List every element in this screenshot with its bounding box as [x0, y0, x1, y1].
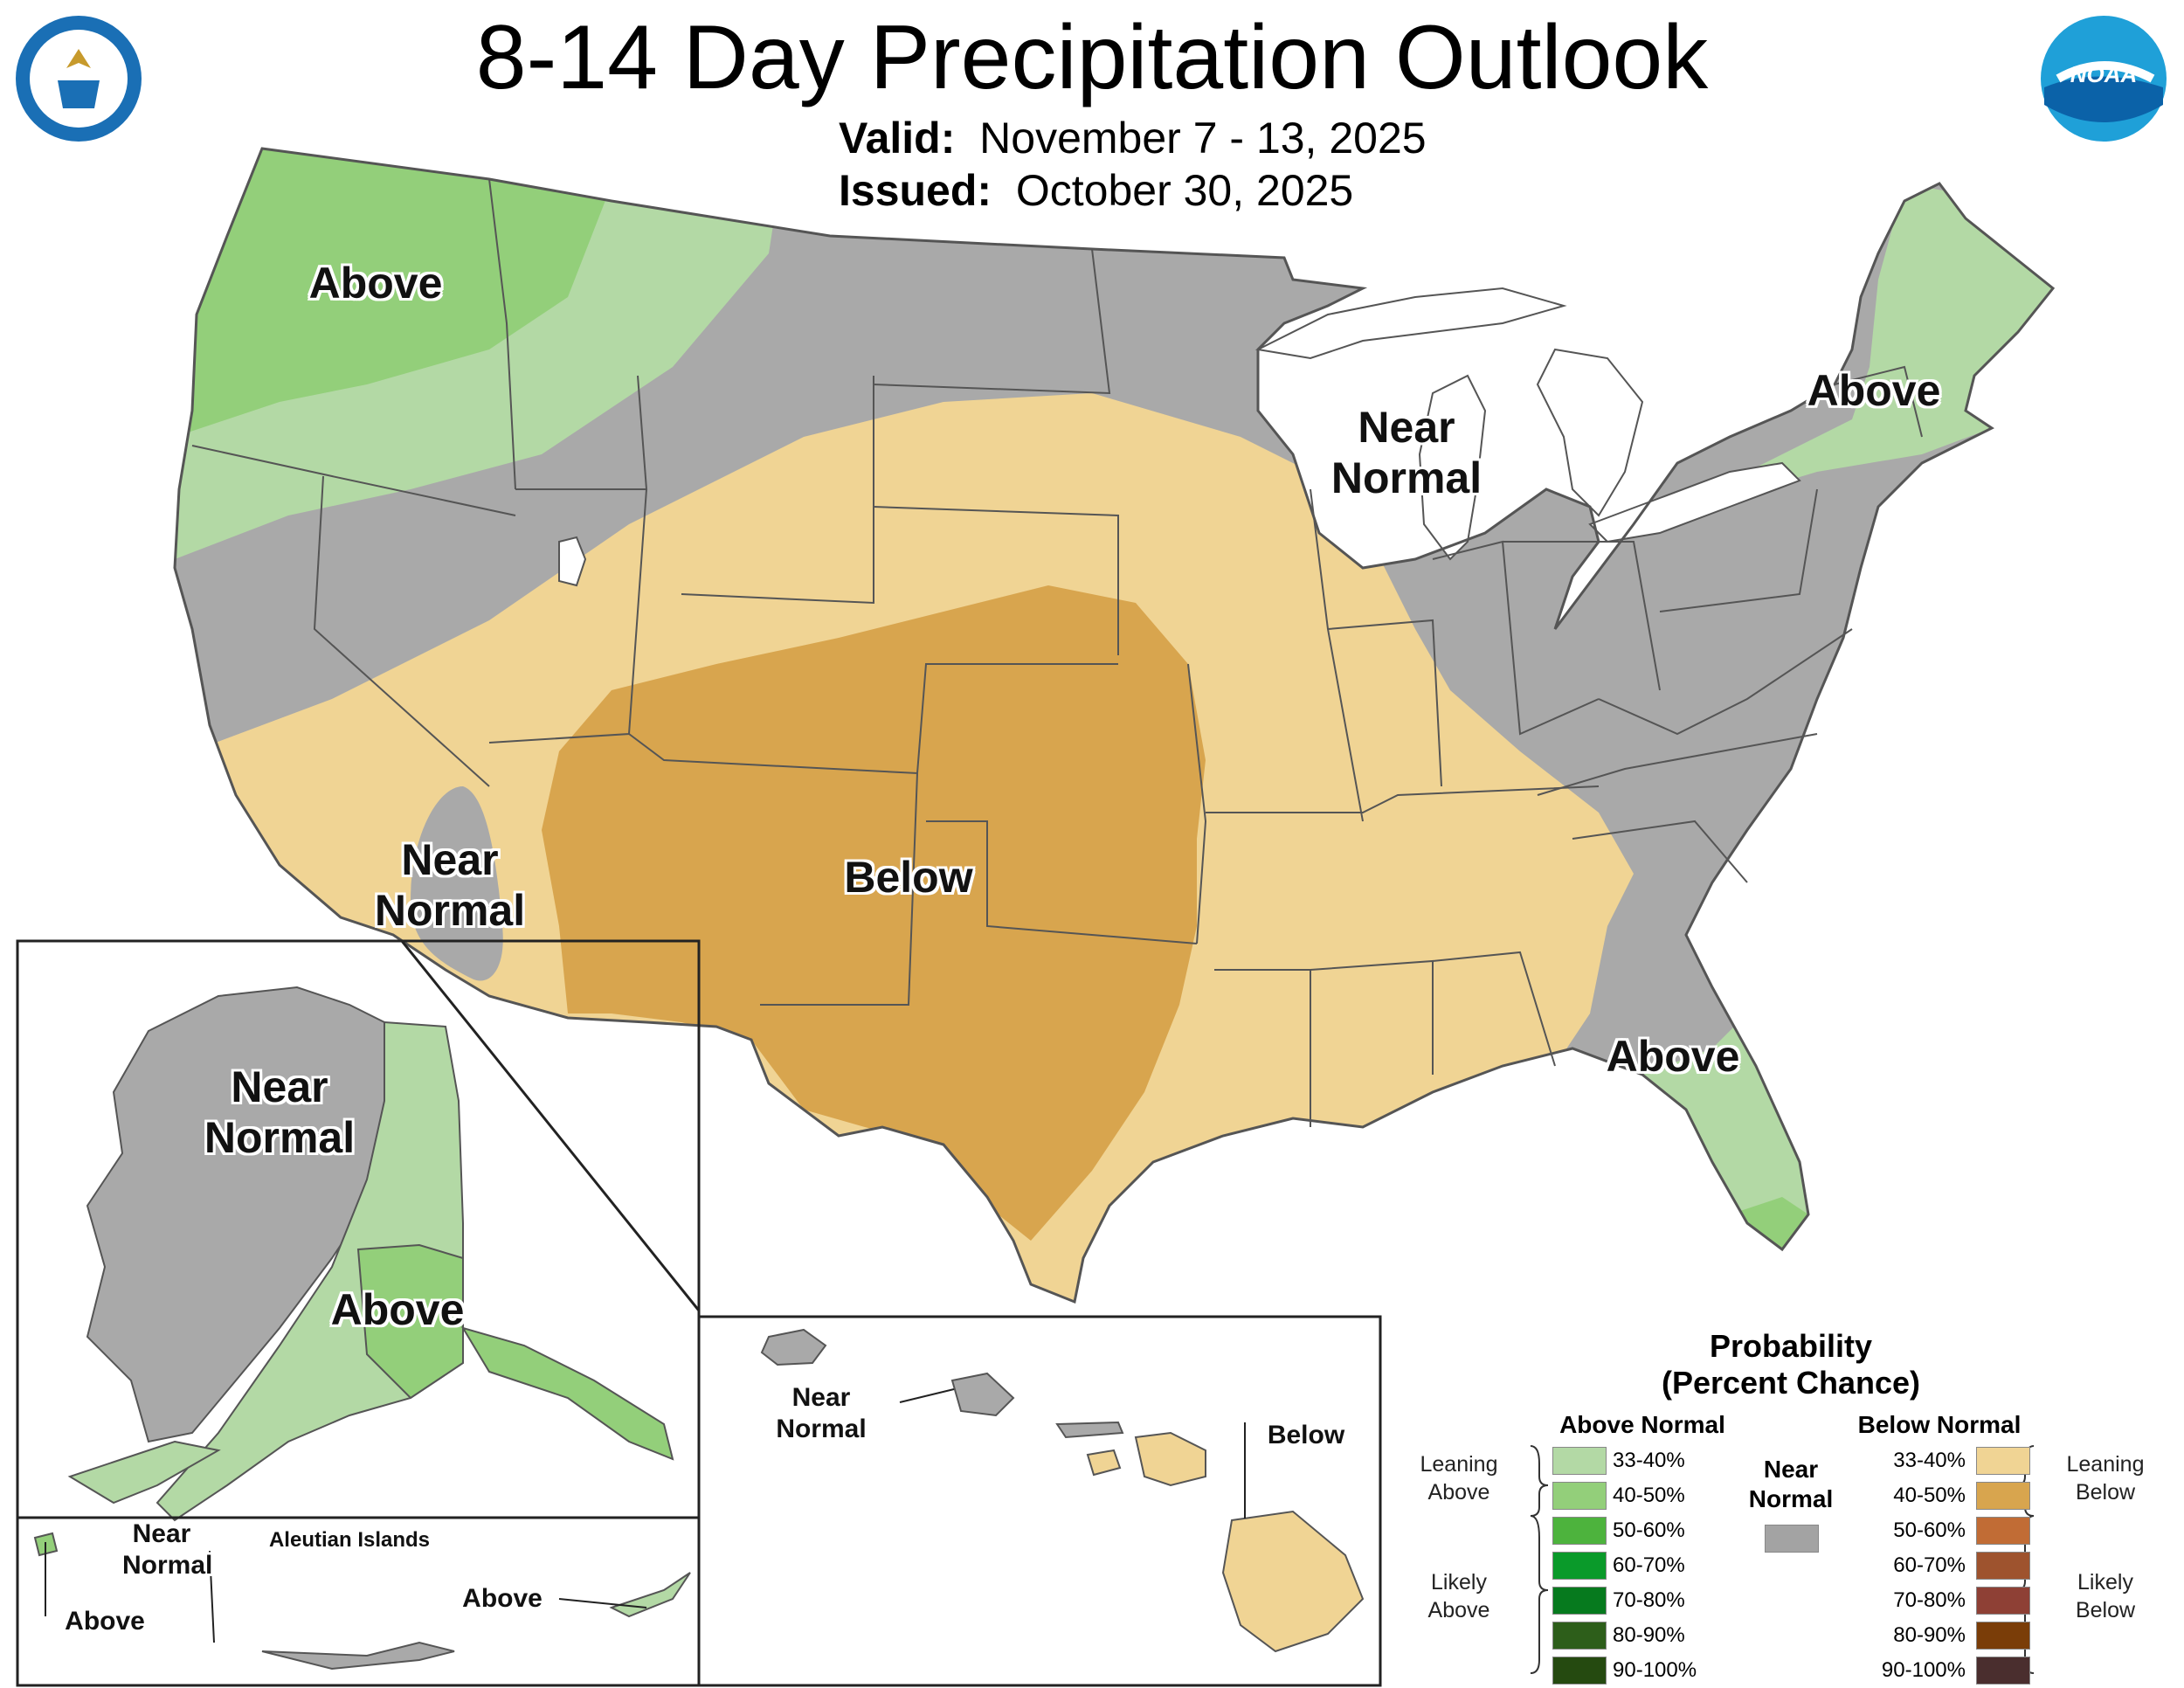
maui — [1134, 1431, 1206, 1487]
legend-below-swatch — [1976, 1587, 2030, 1615]
legend-title: Probability (Percent Chance) — [1661, 1328, 1921, 1401]
kauai — [760, 1328, 827, 1366]
legend-below-swatch — [1976, 1552, 2030, 1580]
legend-above-label: 80-90% — [1613, 1623, 1685, 1647]
map-title: 8-14 Day Precipitation Outlook — [475, 7, 1709, 108]
legend-above-label: 40-50% — [1613, 1484, 1685, 1507]
seal-text: DEPARTMENT OF COMMERCE · UNITED STATES O… — [0, 0, 1, 1]
alaska-peninsula — [67, 1440, 221, 1505]
lanai — [1086, 1449, 1122, 1477]
valid-line: Valid: November 7 - 13, 2025 — [839, 112, 1427, 164]
legend-below-label: 33-40% — [1893, 1449, 1966, 1472]
molokai — [1055, 1421, 1124, 1439]
legend-above-swatch — [1552, 1622, 1607, 1650]
legend-below-label: 60-70% — [1893, 1553, 1966, 1577]
label-aleutian-near: Near Normal — [122, 1519, 213, 1580]
label-southern-plains: Below — [844, 853, 973, 902]
commerce-seal — [16, 16, 142, 142]
legend-below-swatch — [1976, 1447, 2030, 1475]
label-hawaii-below: Below — [1267, 1421, 1345, 1449]
legend-above-label: 90-100% — [1613, 1658, 1697, 1682]
alaska-panhandle — [460, 1326, 674, 1461]
legend-likely-below: Likely Below — [2075, 1570, 2136, 1622]
legend-below-label: 70-80% — [1893, 1588, 1966, 1612]
aleutian-inset — [16, 1516, 701, 1687]
label-hawaii-near: Near Normal — [776, 1383, 867, 1443]
legend-above-label: 33-40% — [1613, 1449, 1685, 1472]
legend-leaning-below: Leaning Below — [2066, 1452, 2145, 1505]
label-northwest: Above — [308, 259, 443, 308]
valid-label: Valid: — [839, 114, 956, 163]
legend-above-label: 50-60% — [1613, 1519, 1685, 1542]
label-northeast: Above — [1807, 366, 1941, 415]
legend-below-swatch — [1976, 1482, 2030, 1510]
alaska-leaning-above-area — [156, 1020, 464, 1522]
below-area — [542, 585, 1206, 1241]
legend-below-swatch — [1976, 1517, 2030, 1545]
legend-near-label: Near Normal — [1748, 1456, 1834, 1512]
legend-below-swatch — [1976, 1657, 2030, 1685]
ne-leaning-above-area — [1642, 183, 2053, 533]
legend-above-swatch — [1552, 1552, 1607, 1580]
legend-below-label: 80-90% — [1893, 1623, 1966, 1647]
legend-below-label: 50-60% — [1893, 1519, 1966, 1542]
sw-near-normal-area — [411, 786, 503, 981]
legend-above-swatch — [1552, 1482, 1607, 1510]
legend-above-header: Above Normal — [1559, 1411, 1725, 1438]
noaa-text: NOAA — [2070, 61, 2138, 87]
issued-value: October 30, 2025 — [1015, 166, 1354, 215]
lake-michigan — [1418, 374, 1487, 561]
legend-above-swatch — [1552, 1447, 1607, 1475]
legend-near-swatch — [1765, 1525, 1819, 1553]
label-great-lakes: Near Normal — [1330, 403, 1482, 502]
legend-above-swatch — [1552, 1587, 1607, 1615]
legend-below-header: Below Normal — [1857, 1411, 2022, 1438]
legend-below-swatch — [1976, 1622, 2030, 1650]
label-alaska-south: Above — [330, 1285, 465, 1334]
lake-superior — [1254, 287, 1567, 360]
hawaii-inset — [697, 1315, 1382, 1687]
lake-erie-ontario — [1588, 461, 1801, 543]
legend-above-swatch — [1552, 1657, 1607, 1685]
label-aleutian-above-east: Above — [462, 1584, 543, 1613]
label-aleutian-title: Aleutian Islands — [268, 1528, 431, 1552]
legend-leaning-above: Leaning Above — [1420, 1452, 1498, 1505]
legend-likely-above: Likely Above — [1427, 1570, 1490, 1622]
oahu — [950, 1372, 1015, 1417]
legend-below-label: 40-50% — [1893, 1484, 1966, 1507]
label-southwest: Near Normal — [374, 835, 526, 935]
valid-value: November 7 - 13, 2025 — [979, 114, 1427, 163]
alaska-near-normal-area — [86, 986, 385, 1443]
big-island — [1221, 1510, 1365, 1653]
legend-above-label: 70-80% — [1613, 1588, 1685, 1612]
alaska-inset — [16, 939, 701, 1522]
state-borders — [191, 178, 1923, 1127]
issued-label: Issued: — [839, 166, 992, 215]
conus-region — [173, 147, 2055, 1304]
legend-above-label: 60-70% — [1613, 1553, 1685, 1577]
alaska-above-area — [356, 1243, 464, 1400]
label-alaska-north: Near Normal — [204, 1062, 356, 1162]
issued-line: Issued: October 30, 2025 — [839, 164, 1353, 217]
legend-below-label: 90-100% — [1881, 1658, 1966, 1682]
nw-above-area — [175, 149, 629, 437]
label-southeast: Above — [1606, 1032, 1740, 1081]
noaa-logo — [2041, 16, 2167, 142]
legend-above-swatch — [1552, 1517, 1607, 1545]
lake-huron — [1536, 348, 1644, 517]
great-salt-lake — [558, 536, 587, 587]
label-aleutian-above-west: Above — [65, 1607, 145, 1636]
